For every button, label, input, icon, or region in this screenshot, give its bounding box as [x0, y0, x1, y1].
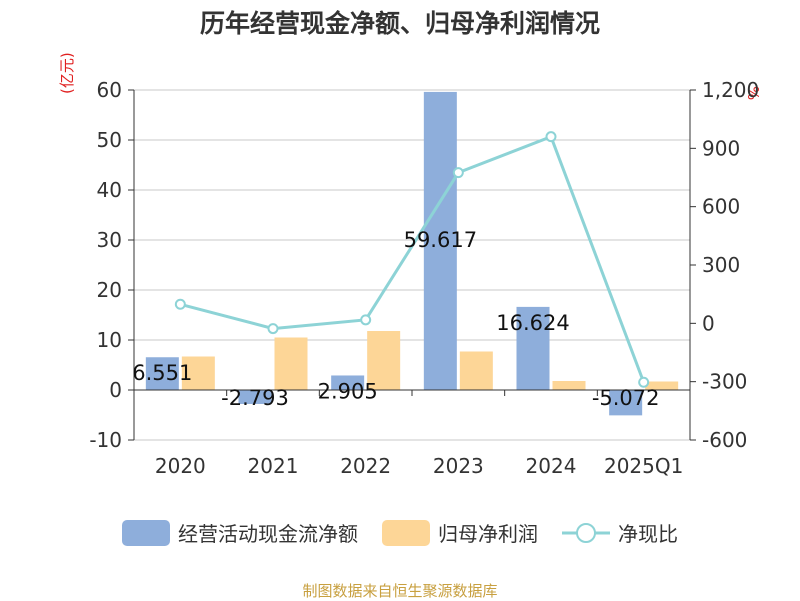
bar-cash: [516, 306, 550, 390]
bar-cash: [331, 375, 365, 390]
data-label-cash: -2.793: [221, 386, 289, 410]
chart-title: 历年经营现金净额、归母净利润情况: [199, 9, 600, 38]
point-ratio: [638, 376, 650, 388]
y-right-tick-label: 600: [702, 195, 740, 219]
legend: 经营活动现金流净额 归母净利润 净现比: [0, 518, 800, 547]
legend-item-profit[interactable]: 归母净利润: [382, 518, 538, 547]
bar-profit: [459, 351, 493, 390]
bar-profit: [367, 331, 401, 390]
source-note: 制图数据来自恒生聚源数据库: [302, 582, 498, 600]
y-right-tick-label: -300: [702, 370, 747, 394]
data-label-cash: 59.617: [404, 228, 477, 252]
y-right-tick-label: -600: [702, 428, 747, 452]
point-ratio: [545, 131, 557, 143]
x-tick-label: 2023: [433, 454, 484, 478]
legend-label-profit: 归母净利润: [438, 522, 538, 546]
bar-cash: [145, 357, 179, 390]
legend-label-cash: 经营活动现金流净额: [178, 522, 358, 546]
bar-cash: [609, 390, 643, 416]
y-right-tick-label: 300: [702, 253, 740, 277]
point-ratio: [360, 314, 372, 326]
bar-profit: [181, 356, 215, 390]
x-tick-label: 2024: [526, 454, 577, 478]
line-ratio: [179, 134, 646, 383]
y-right-tick-label: 900: [702, 136, 740, 160]
bar-profit: [274, 337, 308, 390]
legend-item-ratio[interactable]: 净现比: [562, 518, 678, 547]
point-ratio: [452, 167, 464, 179]
y-left-tick-label: 0: [109, 378, 122, 402]
y-left-tick-label: 50: [97, 128, 122, 152]
legend-swatch-cash: [122, 519, 170, 546]
x-tick-label: 2022: [340, 454, 391, 478]
legend-swatch-profit: [382, 519, 430, 546]
legend-label-ratio: 净现比: [618, 522, 678, 546]
bar-cash: [238, 390, 272, 404]
y-left-tick-label: -10: [89, 428, 122, 452]
data-label-cash: -5.072: [592, 386, 660, 410]
legend-item-cash[interactable]: 经营活动现金流净额: [122, 518, 358, 547]
y-right-tick-label: 1,200: [702, 78, 759, 102]
x-tick-label: 2020: [155, 454, 206, 478]
point-ratio: [174, 298, 186, 310]
x-tick-label: 2021: [248, 454, 299, 478]
y-left-tick-label: 20: [97, 278, 122, 302]
legend-line-marker-icon: [562, 522, 610, 543]
point-ratio: [267, 323, 279, 335]
bar-cash: [423, 91, 457, 390]
data-label-cash: 6.551: [132, 361, 192, 385]
y-left-tick-label: 30: [97, 228, 122, 252]
data-label-cash: 16.624: [496, 311, 569, 335]
data-label-cash: 2.905: [318, 379, 378, 403]
x-tick-label: 2025Q1: [604, 454, 683, 478]
y-left-tick-label: 10: [97, 328, 122, 352]
bar-profit: [645, 381, 679, 390]
y-right-tick-label: 0: [702, 311, 715, 335]
y-left-tick-label: 60: [97, 78, 122, 102]
y-left-tick-label: 40: [97, 178, 122, 202]
bar-profit: [552, 381, 586, 390]
